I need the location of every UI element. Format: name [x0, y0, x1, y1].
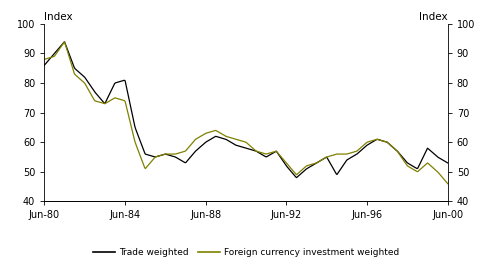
Text: Index: Index — [44, 12, 73, 22]
Trade weighted — [260, 154, 266, 157]
Trade weighted — [41, 64, 47, 67]
Foreign currency investment weighted — [260, 152, 266, 155]
Foreign currency investment weighted — [282, 160, 288, 163]
Text: Index: Index — [419, 12, 448, 22]
Legend: Trade weighted, Foreign currency investment weighted: Trade weighted, Foreign currency investm… — [89, 244, 403, 260]
Line: Foreign currency investment weighted: Foreign currency investment weighted — [44, 42, 448, 184]
Foreign currency investment weighted — [436, 172, 442, 175]
Trade weighted — [437, 157, 443, 160]
Foreign currency investment weighted — [445, 182, 451, 185]
Trade weighted — [282, 163, 288, 166]
Trade weighted — [62, 40, 67, 43]
Foreign currency investment weighted — [373, 138, 379, 141]
Trade weighted — [234, 144, 240, 147]
Trade weighted — [445, 161, 451, 165]
Foreign currency investment weighted — [234, 138, 240, 141]
Foreign currency investment weighted — [62, 40, 67, 43]
Trade weighted — [294, 176, 300, 179]
Line: Trade weighted: Trade weighted — [44, 42, 448, 178]
Trade weighted — [236, 144, 242, 148]
Trade weighted — [373, 138, 379, 141]
Foreign currency investment weighted — [236, 139, 242, 142]
Foreign currency investment weighted — [41, 58, 47, 61]
